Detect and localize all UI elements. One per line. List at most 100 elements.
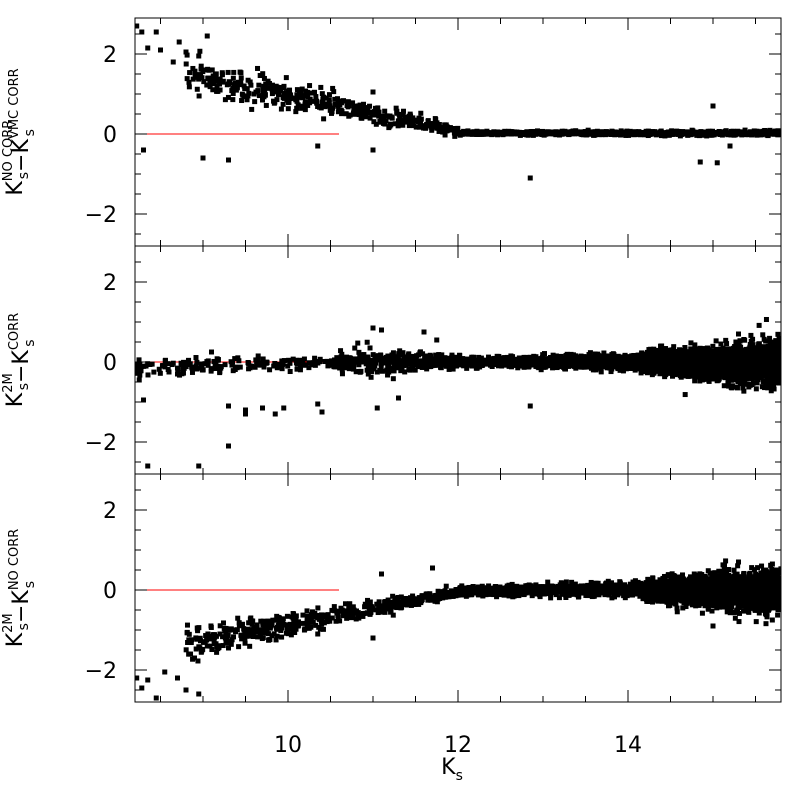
data-point (442, 132, 448, 138)
data-point (256, 82, 262, 88)
data-point (398, 360, 404, 366)
data-point (189, 365, 195, 371)
data-point (573, 353, 579, 359)
data-point (400, 122, 406, 128)
data-point (436, 352, 442, 358)
data-point (553, 129, 559, 135)
data-point (755, 377, 761, 383)
data-point (429, 127, 435, 133)
data-point (170, 360, 176, 366)
data-point (409, 366, 415, 372)
data-point (382, 121, 388, 127)
data-point (267, 367, 273, 373)
data-point (406, 366, 412, 372)
panel-points (135, 316, 781, 469)
data-point (314, 98, 320, 104)
data-point (356, 349, 362, 355)
data-point (139, 29, 145, 35)
data-point (423, 353, 429, 359)
data-point (331, 364, 337, 370)
data-point (648, 346, 654, 352)
data-point (275, 91, 281, 97)
data-point (214, 356, 220, 362)
data-point (369, 112, 375, 118)
data-point (372, 105, 378, 111)
data-point (260, 89, 266, 95)
data-point (376, 109, 382, 115)
data-point (301, 104, 307, 110)
data-point (578, 360, 584, 366)
data-point (402, 369, 408, 375)
data-point (367, 115, 373, 121)
data-point (481, 131, 487, 137)
data-point (328, 358, 334, 364)
data-point (237, 69, 243, 75)
data-point (385, 362, 391, 368)
data-point (735, 129, 741, 135)
data-point (200, 69, 206, 75)
data-point (520, 361, 526, 367)
data-point (413, 117, 419, 123)
data-point (554, 365, 560, 371)
data-point (378, 119, 384, 125)
data-point (332, 96, 338, 102)
data-point (601, 131, 607, 137)
data-point (699, 377, 705, 383)
data-point (330, 85, 336, 91)
data-point (364, 367, 370, 373)
data-point (733, 384, 739, 390)
data-point (255, 353, 261, 359)
data-point (214, 83, 220, 89)
data-point (372, 112, 378, 118)
data-point (702, 129, 708, 135)
data-point (442, 355, 448, 361)
data-point (135, 366, 138, 372)
data-point (289, 95, 295, 101)
data-point (700, 373, 706, 379)
data-point (527, 175, 533, 181)
data-point (713, 338, 719, 344)
data-point (254, 359, 260, 365)
data-point (486, 354, 492, 360)
data-point (374, 369, 380, 375)
data-point (348, 362, 354, 368)
data-point (355, 340, 361, 346)
data-point (413, 124, 419, 130)
data-point (569, 362, 575, 368)
data-point (232, 356, 238, 362)
data-point (457, 352, 463, 358)
data-point (463, 358, 469, 364)
data-point (363, 361, 369, 367)
data-point (356, 362, 362, 368)
data-point (180, 370, 186, 376)
data-point (409, 358, 415, 364)
data-point (351, 108, 357, 114)
data-point (694, 132, 700, 138)
data-point (408, 113, 414, 119)
data-point (773, 130, 779, 136)
data-point (336, 107, 342, 113)
data-point (285, 95, 291, 101)
y-axis-label-sup: VMC CORR (7, 68, 22, 139)
data-point (322, 104, 328, 110)
data-point (599, 361, 605, 367)
data-point (479, 363, 485, 369)
data-point (260, 356, 266, 362)
data-point (469, 131, 475, 137)
data-point (721, 129, 727, 135)
data-point (574, 358, 580, 364)
data-point (359, 109, 365, 115)
data-point (424, 366, 430, 372)
y-tick-label: 0 (103, 123, 117, 148)
data-point (234, 83, 240, 89)
data-point (692, 378, 698, 384)
data-point (193, 74, 199, 80)
data-point (281, 91, 287, 97)
data-point (567, 353, 573, 359)
data-point (434, 120, 440, 126)
data-point (323, 95, 329, 101)
data-point (286, 357, 292, 363)
data-point (565, 361, 571, 367)
data-point (412, 367, 418, 373)
